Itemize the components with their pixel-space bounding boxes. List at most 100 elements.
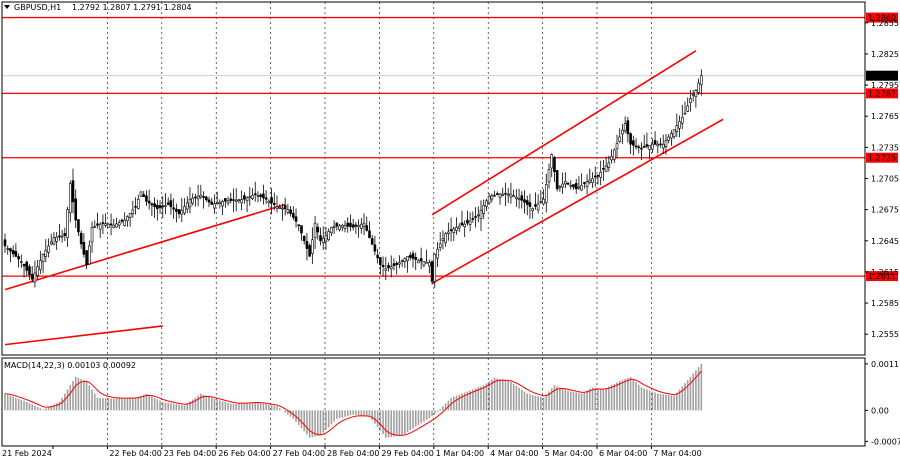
candle-body: [52, 237, 56, 245]
candle-body: [340, 224, 344, 228]
candle-body: [645, 144, 649, 147]
x-tick-label: 21 Feb 2024: [2, 449, 52, 458]
candle-body: [185, 202, 189, 210]
candle-body: [120, 219, 124, 222]
candle-body: [218, 201, 222, 204]
candle-body: [580, 184, 583, 191]
level-label-box: [866, 271, 898, 282]
candle-body: [384, 268, 388, 271]
candle-body: [408, 255, 412, 258]
candle-body: [264, 197, 268, 200]
candle-body: [294, 216, 298, 222]
collapse-triangle-icon[interactable]: [4, 5, 10, 9]
level-label: 1.2611: [868, 272, 896, 281]
candle-body: [289, 209, 292, 214]
candle-body: [142, 194, 146, 197]
candle-body: [379, 257, 382, 265]
candle-body: [564, 181, 567, 185]
x-tick-label: 7 Mar 04:00: [653, 449, 701, 458]
y-tick-label: 1.2555: [871, 330, 899, 339]
candle-body: [512, 195, 515, 197]
candle-body: [123, 219, 126, 226]
candle-body: [153, 203, 156, 208]
macd-panel: [4, 363, 703, 438]
level-label: 1.2860: [868, 14, 896, 23]
candle-body: [281, 207, 284, 210]
candle-body: [96, 223, 99, 226]
candle-body: [667, 136, 670, 141]
candle-body: [457, 225, 461, 229]
grid: [107, 2, 652, 446]
candle-body: [553, 157, 556, 173]
last-price-box: [866, 70, 898, 81]
candle-body: [44, 249, 48, 257]
candle-body: [194, 196, 197, 199]
candle-body: [452, 228, 456, 233]
candle-body: [71, 180, 75, 203]
candle-body: [39, 260, 42, 270]
candle-body: [621, 129, 624, 135]
candle-body: [204, 196, 208, 201]
level-label-box: [866, 12, 898, 23]
candle-body: [60, 235, 64, 238]
candle-body: [615, 143, 619, 150]
candle-body: [400, 260, 404, 262]
candle-body: [319, 235, 322, 242]
candle-body: [74, 198, 78, 221]
level-label: 1.2725: [868, 154, 896, 163]
candle-body: [321, 237, 325, 243]
candle-body: [602, 168, 605, 170]
candle-body: [232, 199, 235, 201]
candle-body: [9, 248, 12, 252]
candle-body: [251, 195, 254, 199]
candle-body: [362, 222, 366, 227]
y-tick-label: 1.2675: [871, 206, 899, 215]
candle-body: [531, 208, 534, 211]
candle-body: [305, 241, 309, 249]
candle-body: [686, 105, 690, 112]
candle-body: [425, 261, 428, 264]
candle-body: [346, 222, 350, 227]
candle-body: [403, 258, 407, 262]
candle-body: [604, 165, 608, 173]
candle-body: [283, 205, 287, 210]
candle-body: [22, 263, 26, 267]
candle-body: [528, 202, 532, 207]
candle-body: [199, 194, 203, 198]
macd-y-tick-label: 0.00: [871, 406, 889, 415]
candle-body: [471, 218, 475, 220]
candle-body: [618, 136, 622, 142]
candle-body: [632, 140, 635, 146]
candle-body: [324, 235, 328, 242]
candle-body: [177, 209, 181, 215]
candle-body: [460, 222, 464, 226]
y-tick-label: 1.2795: [871, 81, 899, 90]
x-tick-label: 23 Feb 04:00: [164, 449, 216, 458]
candle-body: [430, 261, 434, 282]
candle-body: [607, 162, 611, 168]
candle-body: [612, 149, 616, 160]
candle-body: [629, 133, 632, 145]
trend-line: [4, 325, 163, 346]
trend-line: [4, 203, 286, 291]
candle-body: [49, 241, 53, 245]
candle-body: [147, 200, 151, 204]
candle-body: [158, 205, 162, 208]
candle-body: [332, 226, 336, 229]
y-tick-label: 1.2645: [871, 237, 899, 246]
x-tick-label: 5 Mar 04:00: [545, 449, 593, 458]
candle-body: [104, 223, 107, 226]
candle-body: [327, 231, 330, 240]
candle-body: [599, 171, 602, 178]
candle-body: [79, 232, 83, 245]
candle-body: [398, 262, 401, 265]
candle-body: [433, 253, 437, 282]
candle-body: [134, 206, 137, 208]
candle-body: [572, 184, 575, 188]
candle-body: [534, 204, 537, 207]
candle-body: [493, 194, 496, 197]
candle-body: [66, 209, 69, 238]
candle-body: [509, 193, 513, 198]
candle-body: [311, 239, 314, 254]
